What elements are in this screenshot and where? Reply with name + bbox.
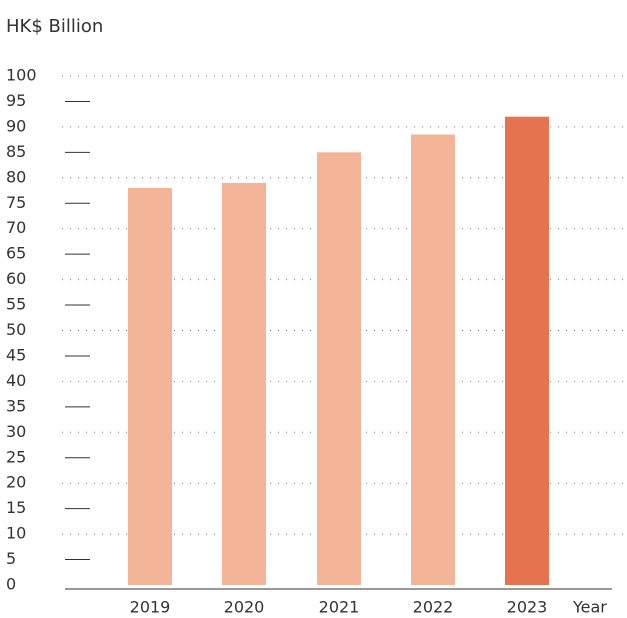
bar <box>222 182 266 585</box>
y-tick-label: 20 <box>6 473 26 492</box>
y-tick-label: 35 <box>6 396 26 415</box>
y-tick-label: 0 <box>6 575 16 594</box>
y-tick-label: 15 <box>6 498 26 517</box>
y-tick-label: 90 <box>6 116 26 135</box>
x-tick-label: 2023 <box>507 598 548 617</box>
y-tick-label: 100 <box>6 66 37 85</box>
y-tick-label: 95 <box>6 91 26 110</box>
y-tick-label: 70 <box>6 218 26 237</box>
bar <box>411 134 455 585</box>
bar <box>128 187 172 586</box>
y-tick-label: 75 <box>6 193 26 212</box>
bar <box>505 116 549 585</box>
y-tick-label: 80 <box>6 167 26 186</box>
x-tick-label: 2022 <box>413 598 454 617</box>
y-tick-label: 85 <box>6 142 26 161</box>
y-axis-label: HK$ Billion <box>6 16 103 37</box>
x-tick-label: 2021 <box>319 598 360 617</box>
y-tick-label: 55 <box>6 295 26 314</box>
y-tick-label: 50 <box>6 320 26 339</box>
y-tick-label: 40 <box>6 371 26 390</box>
x-tick-label: 2020 <box>224 598 265 617</box>
y-tick-label: 65 <box>6 244 26 263</box>
y-tick-label: 30 <box>6 422 26 441</box>
y-tick-label: 5 <box>6 549 16 568</box>
bar <box>317 152 361 585</box>
x-axis-label: Year <box>572 598 607 617</box>
y-tick-label: 45 <box>6 345 26 364</box>
x-tick-label: 2019 <box>130 598 171 617</box>
y-tick-label: 25 <box>6 447 26 466</box>
y-tick-label: 10 <box>6 524 26 543</box>
y-tick-label: 60 <box>6 269 26 288</box>
